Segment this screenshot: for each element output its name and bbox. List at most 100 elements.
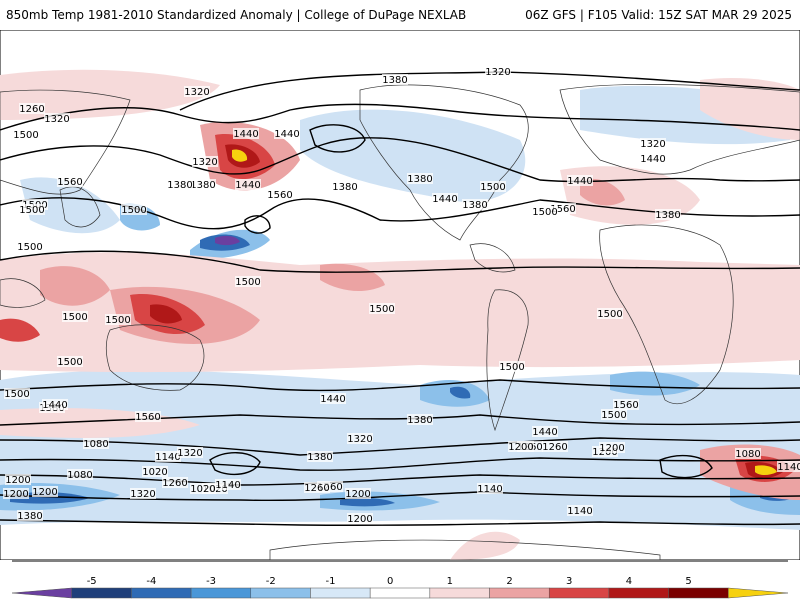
contour-label-bg <box>307 451 333 462</box>
contour-label: 1200 <box>347 514 372 525</box>
contour-label-bg <box>347 513 373 524</box>
contour-label-bg <box>57 176 83 187</box>
contour-label: 1440 <box>567 176 592 187</box>
colorbar-swatch <box>190 587 252 599</box>
contour-label-bg <box>233 128 259 139</box>
contour-label-bg <box>17 241 43 252</box>
colorbar-swatch <box>131 587 192 599</box>
contour-label-bg <box>332 181 358 192</box>
contour-label-bg <box>542 441 568 452</box>
colorbar-swatch <box>489 587 550 599</box>
contour-label: 1320 <box>485 67 510 78</box>
contour-label: 1320 <box>130 489 155 500</box>
strong-negative-anomaly-shading <box>10 234 798 507</box>
contour-label-bg <box>601 409 627 420</box>
contour-label-bg <box>67 469 93 480</box>
colorbar-tick-label: 3 <box>566 576 572 587</box>
contour-label-bg <box>235 276 261 287</box>
contour-label: 1560 <box>135 412 160 423</box>
contour-label: 1380 <box>190 180 215 191</box>
contour-label-bg <box>215 479 241 490</box>
contour-label: 1320 <box>44 114 69 125</box>
contour-label: 1200 <box>32 487 57 498</box>
contour-label: 1200 <box>599 443 624 454</box>
contour-label-bg <box>190 483 216 494</box>
contour-label-bg <box>13 129 39 140</box>
colorbar-tick-label: 4 <box>626 576 632 587</box>
contour-label: 1440 <box>432 194 457 205</box>
contour-label: 1320 <box>192 157 217 168</box>
contour-label: 1500 <box>369 304 394 315</box>
contour-label-bg <box>655 209 681 220</box>
contour-label: 1320 <box>177 448 202 459</box>
contour-label-bg <box>5 474 31 485</box>
contour-label: 1560 <box>613 400 638 411</box>
contour-label: 1440 <box>532 427 557 438</box>
contour-label-bg <box>550 203 576 214</box>
contour-label: 1500 <box>499 362 524 373</box>
contour-label-bg <box>382 74 408 85</box>
contour-label-bg <box>142 466 168 477</box>
contour-label-bg <box>407 414 433 425</box>
contour-label-bg <box>44 113 70 124</box>
contour-label: 1440 <box>233 129 258 140</box>
contour-label: 1380 <box>462 200 487 211</box>
contour-label: 1500 <box>480 182 505 193</box>
contour-label-bg <box>485 66 511 77</box>
contour-label-bg <box>462 199 488 210</box>
contour-label-bg <box>477 483 503 494</box>
contour-label-bg <box>407 173 433 184</box>
contour-label-bg <box>599 442 625 453</box>
valid-time: 06Z GFS | F105 Valid: 15Z SAT MAR 29 202… <box>525 8 792 22</box>
contour-label-bg <box>480 181 506 192</box>
contour-label-bg <box>432 193 458 204</box>
contour-label: 1020 <box>142 467 167 478</box>
contour-label: 1440 <box>235 180 260 191</box>
contour-label: 1440 <box>640 154 665 165</box>
contour-label-bg <box>235 179 261 190</box>
contour-label: 1560 <box>550 204 575 215</box>
colorbar-tick-label: -4 <box>146 576 156 587</box>
colorbar-swatch <box>728 587 789 599</box>
contour-label-bg <box>499 361 525 372</box>
contour-label-bg <box>3 488 29 499</box>
colorbar-tick-label: -3 <box>206 576 216 587</box>
colorbar-swatch <box>71 587 132 599</box>
colorbar-swatch <box>608 587 669 599</box>
colorbar-swatch <box>250 587 311 599</box>
contour-label: 1440 <box>42 400 67 411</box>
contour-label: 1080 <box>67 470 92 481</box>
contour-label: 1500 <box>19 205 44 216</box>
contour-label: 1500 <box>235 277 260 288</box>
contour-label-bg <box>184 86 210 97</box>
contour-label-bg <box>735 448 761 459</box>
contour-label-bg <box>640 153 666 164</box>
contour-label: 1380 <box>17 511 42 522</box>
colorbar-swatch <box>429 587 490 599</box>
contour-label: 1500 <box>601 410 626 421</box>
contour-label: 1500 <box>532 207 557 218</box>
colorbar-swatches <box>11 560 789 599</box>
contour-label: 1560 <box>57 177 82 188</box>
contour-label-bg <box>62 311 88 322</box>
contour-label-bg <box>597 308 623 319</box>
contour-label-bg <box>274 128 300 139</box>
contour-label-bg <box>190 179 216 190</box>
record-positive-anomaly-shading <box>232 149 777 475</box>
contour-label: 1380 <box>407 174 432 185</box>
contour-label: 1380 <box>307 452 332 463</box>
colorbar-tick-label: 0 <box>387 576 393 587</box>
contour-label-bg <box>162 477 188 488</box>
contour-label-bg <box>567 175 593 186</box>
contour-label: 1380 <box>332 182 357 193</box>
contour-label-bg <box>345 488 371 499</box>
contour-label: 1500 <box>121 205 146 216</box>
colorbar-tick-label: 1 <box>447 576 453 587</box>
colorbar-swatch <box>548 587 610 599</box>
contour-label: 1500 <box>13 130 38 141</box>
contour-label: 1200 <box>5 475 30 486</box>
contour-label-bg <box>304 482 330 493</box>
contour-label: 1260 <box>19 104 44 115</box>
contour-label: 1140 <box>215 480 240 491</box>
contour-label-bg <box>32 486 58 497</box>
